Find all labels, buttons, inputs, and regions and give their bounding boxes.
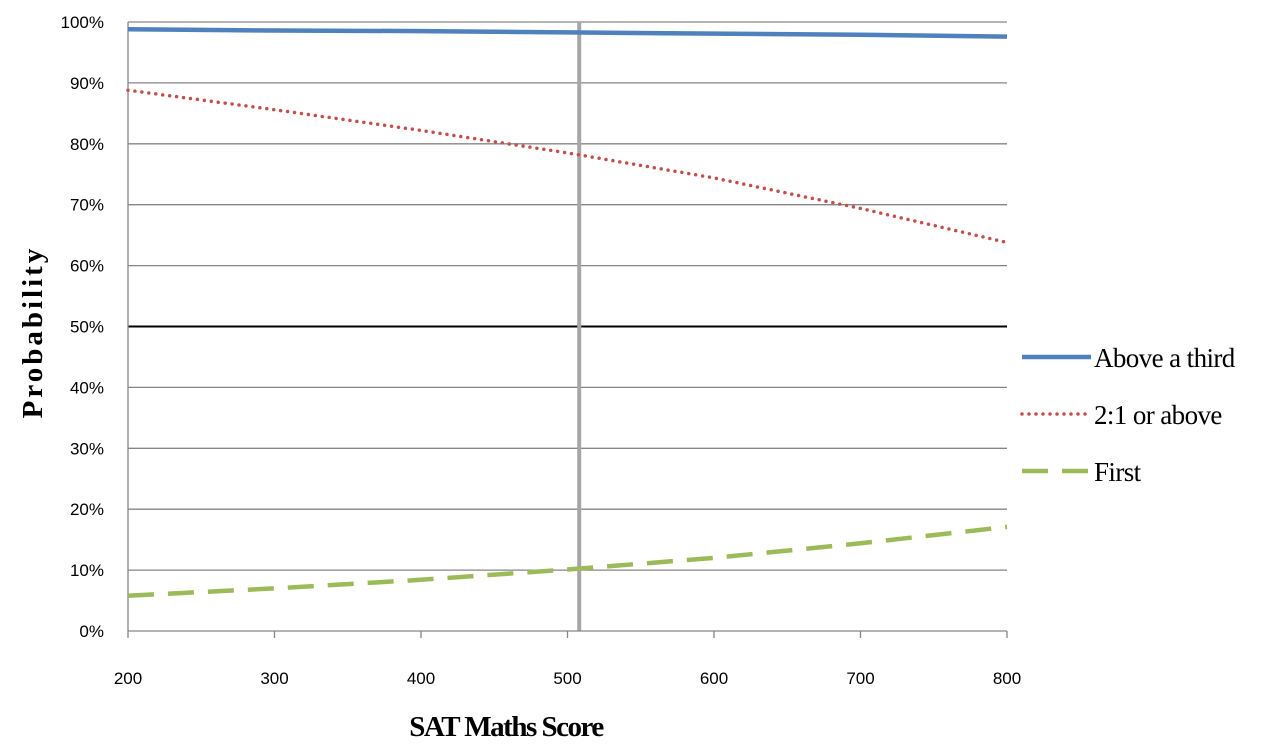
y-tick-label: 0% [79, 622, 104, 641]
legend-label-2: 2:1 or above [1094, 400, 1222, 430]
y-axis-title: Probability [17, 246, 49, 419]
legend-label-1: Above a third [1094, 343, 1236, 373]
axes: 0% 10% 20% 30% 40% 50% 60% 70% 80% 90% 100% 200 300 4… [61, 13, 1022, 688]
x-tick-label: 400 [407, 669, 435, 688]
series-line-3 [127, 524, 1008, 598]
y-tick-label: 100% [61, 13, 104, 32]
series-lines [126, 27, 1009, 598]
x-tick-label: 700 [846, 669, 874, 688]
x-axis-title: SAT Maths Score [409, 711, 604, 743]
x-tick-label: 200 [114, 669, 142, 688]
y-tick-label: 30% [70, 439, 104, 458]
x-tick-label: 300 [260, 669, 288, 688]
y-tick-label: 80% [70, 135, 104, 154]
y-tick-label: 90% [70, 74, 104, 93]
y-tick-label: 40% [70, 378, 104, 397]
legend: Above a third 2:1 or above First [1020, 343, 1236, 487]
series-line-1 [127, 27, 1008, 39]
y-tick-label: 20% [70, 500, 104, 519]
y-tick-label: 60% [70, 257, 104, 276]
gridlines [128, 21, 1007, 571]
x-tick-label: 600 [700, 669, 728, 688]
x-tick-label: 800 [993, 669, 1021, 688]
y-tick-label: 10% [70, 561, 104, 580]
reference-lines [128, 22, 1007, 631]
y-tick-label: 50% [70, 318, 104, 337]
x-tick-label: 500 [553, 669, 581, 688]
series-line-2 [126, 88, 1009, 245]
y-tick-label: 70% [70, 196, 104, 215]
legend-label-3: First [1094, 457, 1142, 487]
